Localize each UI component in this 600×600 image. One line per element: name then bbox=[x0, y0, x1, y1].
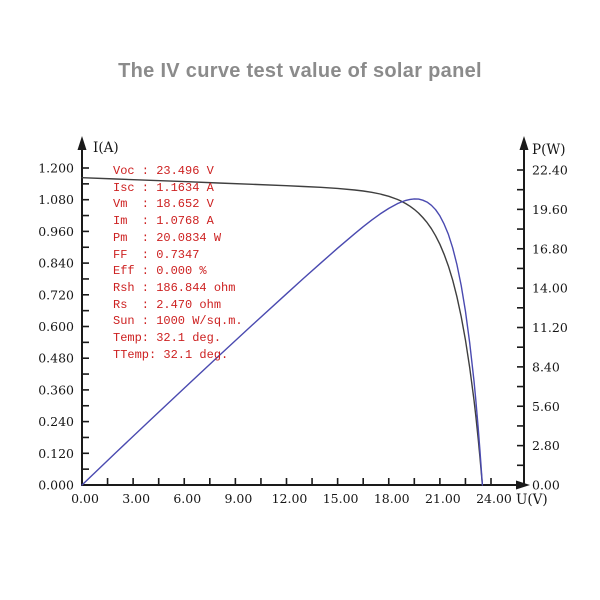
chart-title: The IV curve test value of solar panel bbox=[118, 60, 482, 82]
reading-line-voc: Voc : 23.496 V bbox=[113, 164, 214, 178]
left-axis-tick-label: 0.600 bbox=[38, 319, 74, 334]
right-axis-label: P(W) bbox=[532, 142, 566, 158]
x-axis-tick-label: 0.00 bbox=[71, 491, 99, 506]
iv-curve-line bbox=[81, 176, 484, 486]
right-axis-tick-label: 14.00 bbox=[532, 281, 568, 296]
chart-generated-layer: 0.000 0.120 0.240 0.360 0.480 0.600 0.720 0.840… bbox=[38, 136, 568, 506]
right-axis-tick-label: 8.40 bbox=[532, 359, 560, 374]
test-readings-panel: Voc : 23.496 V Isc : 1.1634 A Vm : 18.652 … bbox=[113, 163, 243, 363]
x-axis-tick-label: 21.00 bbox=[425, 491, 461, 506]
right-axis-tick-label: 0.00 bbox=[532, 478, 560, 493]
x-axis-tick-label: 15.00 bbox=[323, 491, 359, 506]
right-axis-tick-label: 16.80 bbox=[532, 241, 568, 256]
left-axis-tick-label: 0.240 bbox=[38, 414, 74, 429]
x-axis-tick-label: 12.00 bbox=[272, 491, 308, 506]
reading-line-ttemp: TTemp: 32.1 deg. bbox=[113, 347, 229, 362]
reading-line-sun: Sun : 1000 W/sq.m. bbox=[113, 314, 243, 329]
x-axis-tick-label: 6.00 bbox=[173, 491, 201, 506]
pv-curve-line bbox=[81, 198, 484, 486]
right-axis-tick-label: 19.60 bbox=[532, 202, 568, 217]
reading-line-vm: Vm : 18.652 V bbox=[113, 197, 214, 212]
left-axis-tick-label: 0.480 bbox=[38, 351, 74, 366]
x-axis-tick-label: 18.00 bbox=[374, 491, 410, 506]
x-axis-tick-label: 24.00 bbox=[476, 491, 512, 506]
left-axis-tick-label: 1.200 bbox=[38, 161, 74, 176]
right-axis-tick-label: 11.20 bbox=[532, 320, 568, 335]
left-axis-tick-label: 0.360 bbox=[38, 382, 74, 397]
left-axis-tick-label: 0.120 bbox=[38, 446, 74, 461]
reading-line-isc: Isc : 1.1634 A bbox=[113, 180, 214, 195]
x-axis-label: U(V) bbox=[516, 492, 548, 508]
reading-line-rsh: Rsh : 186.844 ohm bbox=[113, 280, 236, 295]
reading-line-rs: Rs : 2.470 ohm bbox=[113, 297, 222, 312]
right-axis-arrow bbox=[519, 136, 529, 150]
reading-line-temp: Temp: 32.1 deg. bbox=[113, 331, 222, 346]
left-axis-tick-label: 0.960 bbox=[38, 224, 74, 239]
x-axis-tick-label: 9.00 bbox=[224, 491, 252, 506]
right-axis-tick-label: 5.60 bbox=[532, 399, 560, 414]
right-axis-tick-label: 22.40 bbox=[532, 163, 568, 178]
left-axis-tick-label: 0.000 bbox=[38, 478, 74, 493]
reading-line-im: Im : 1.0768 A bbox=[113, 214, 214, 229]
left-axis-tick-label: 0.840 bbox=[38, 256, 74, 271]
reading-line-ff: FF : 0.7347 bbox=[113, 247, 200, 262]
left-axis-arrow bbox=[77, 136, 87, 150]
left-axis-tick-label: 1.080 bbox=[38, 192, 74, 207]
reading-line-eff: Eff : 0.000 % bbox=[113, 264, 207, 279]
left-axis-tick-label: 0.720 bbox=[38, 287, 74, 302]
left-axis-label: I(A) bbox=[93, 140, 119, 156]
x-axis-tick-label: 3.00 bbox=[122, 491, 150, 506]
right-axis-tick-label: 2.80 bbox=[532, 438, 560, 453]
reading-line-pm: Pm : 20.0834 W bbox=[113, 230, 222, 245]
